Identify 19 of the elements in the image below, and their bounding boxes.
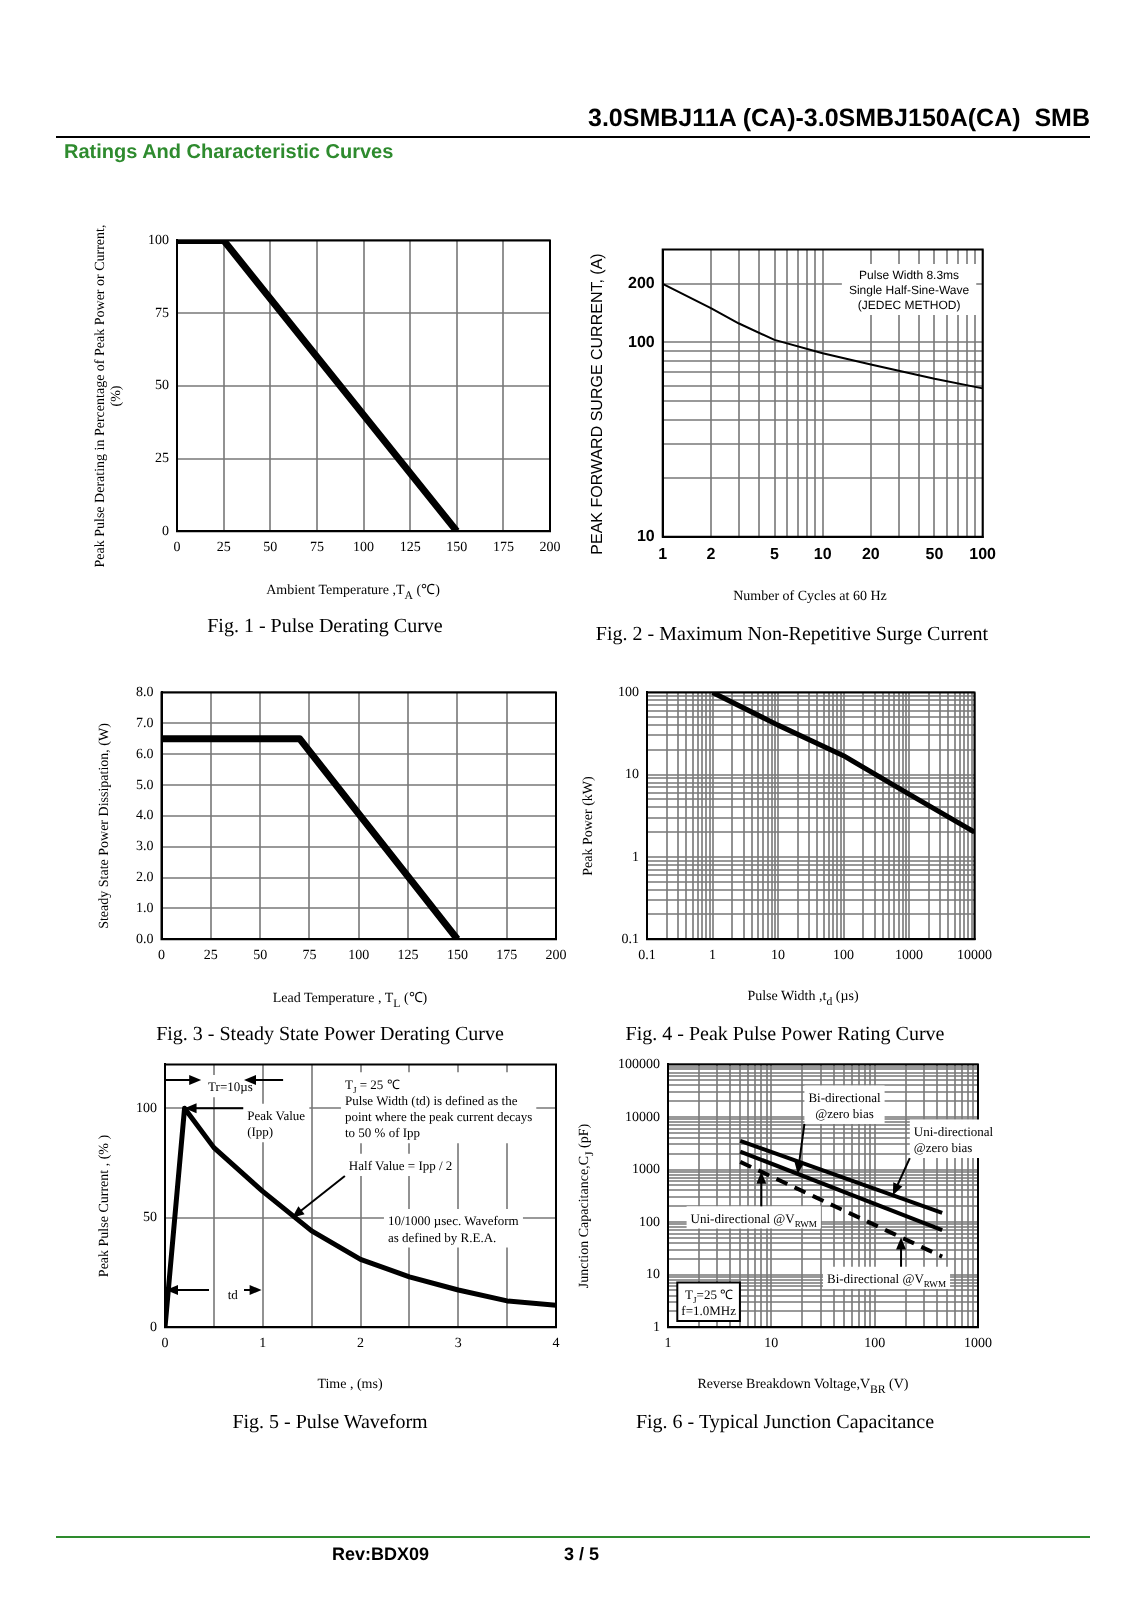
text: Fig. 5 - Pulse Waveform — [230, 1412, 430, 1436]
x-tick-label: 2 — [706, 544, 717, 563]
x-tick-label: 5 — [770, 544, 781, 563]
text: Fig. 6 - Typical Junction Capacitance — [633, 1412, 937, 1436]
y-tick-label: 100 — [627, 332, 656, 351]
text: Fig. 4 - Peak Pulse Power Rating Curve — [623, 1024, 947, 1048]
text: Fig. 3 - Steady State Power Derating Curve — [154, 1024, 506, 1048]
x-tick-label: 100 — [969, 544, 998, 563]
text: Rev:BDX09 — [332, 1544, 430, 1564]
text: Ratings And Characteristic Curves — [64, 142, 394, 164]
x-tick-label: 10 — [813, 544, 833, 563]
y-axis-title: PEAK FORWARD SURGE CURRENT, (A) — [588, 253, 606, 555]
y-tick-label: 200 — [627, 274, 656, 293]
text: 3.0SMBJ11A (CA)-3.0SMBJ150A(CA) SMB — [588, 104, 1090, 132]
text: 3 / 5 — [564, 1544, 600, 1564]
x-tick-label: 50 — [925, 544, 945, 563]
x-tick-label: 20 — [861, 544, 881, 563]
text: Fig. 1 - Pulse Derating Curve — [205, 616, 445, 640]
text: Fig. 2 - Maximum Non-Repetitive Surge Current — [593, 624, 991, 648]
